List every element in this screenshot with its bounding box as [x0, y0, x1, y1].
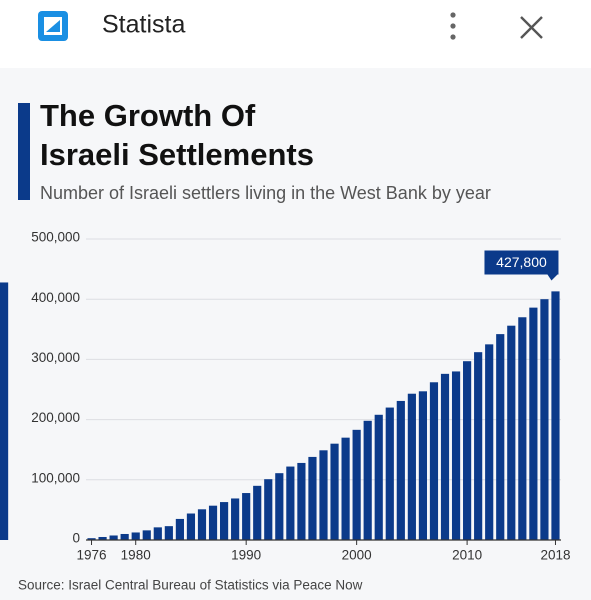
- bar: [98, 536, 107, 540]
- menu-button[interactable]: [450, 12, 456, 40]
- bar: [418, 391, 428, 540]
- bar: [297, 462, 306, 540]
- bar: [253, 485, 262, 540]
- bar: [385, 407, 394, 540]
- app-bar: [0, 0, 591, 68]
- bar: [319, 450, 328, 540]
- bar: [451, 371, 461, 540]
- bar: [485, 344, 494, 540]
- bar: [308, 456, 317, 540]
- y-tick-label: 100,000: [31, 470, 80, 485]
- bar: [87, 538, 96, 540]
- bar: [286, 466, 295, 540]
- bar: [440, 373, 450, 540]
- bar: [518, 317, 527, 540]
- y-tick-label: 300,000: [31, 350, 80, 365]
- bar: [540, 299, 549, 540]
- bar: [120, 533, 129, 540]
- bar: [474, 352, 483, 540]
- bar: [219, 502, 229, 540]
- bar: [131, 532, 140, 540]
- bar: [429, 382, 439, 540]
- bar: [363, 420, 372, 540]
- title-accent: [18, 103, 30, 200]
- bar: [109, 535, 118, 540]
- bar: [496, 334, 505, 540]
- bar: [275, 473, 284, 540]
- bar: [463, 361, 472, 540]
- bar: [142, 530, 151, 540]
- y-tick-label: 0: [72, 531, 80, 546]
- x-tick-label: 1990: [231, 548, 261, 563]
- bar: [197, 509, 207, 540]
- bar: [396, 400, 405, 540]
- annotation-label: 427,800: [496, 254, 547, 270]
- x-tick-label: 1980: [121, 548, 151, 563]
- x-tick-label: 2010: [452, 548, 482, 563]
- annotation-callout: [484, 250, 559, 281]
- y-tick-label: 400,000: [31, 290, 80, 305]
- bar: [208, 505, 218, 540]
- bar: [0, 282, 9, 540]
- bar: [175, 518, 184, 540]
- app-title: Statista: [102, 11, 185, 39]
- bar: [352, 429, 361, 540]
- bar: [374, 414, 383, 540]
- bar: [164, 526, 173, 540]
- bar: [153, 527, 162, 540]
- source-note: Source: Israel Central Bureau of Statist…: [18, 578, 363, 593]
- y-tick-label: 200,000: [31, 410, 80, 425]
- bar: [529, 307, 538, 540]
- x-tick-label: 2018: [540, 548, 570, 563]
- bar: [231, 498, 240, 540]
- app-icon: [38, 11, 68, 41]
- chart-title: The Growth Of: [40, 98, 256, 133]
- bar: [242, 493, 251, 540]
- bar: [264, 479, 273, 540]
- bar: [341, 437, 350, 540]
- bar: [407, 393, 416, 540]
- close-button[interactable]: [520, 16, 543, 39]
- x-tick-label: 1976: [76, 548, 106, 563]
- bar: [330, 443, 339, 540]
- bar: [507, 325, 516, 540]
- chart-subtitle: Number of Israeli settlers living in the…: [40, 183, 491, 203]
- chart-title: Israeli Settlements: [40, 137, 314, 172]
- bar: [551, 291, 560, 540]
- bar: [186, 513, 196, 540]
- y-tick-label: 500,000: [31, 230, 80, 245]
- x-tick-label: 2000: [342, 548, 372, 563]
